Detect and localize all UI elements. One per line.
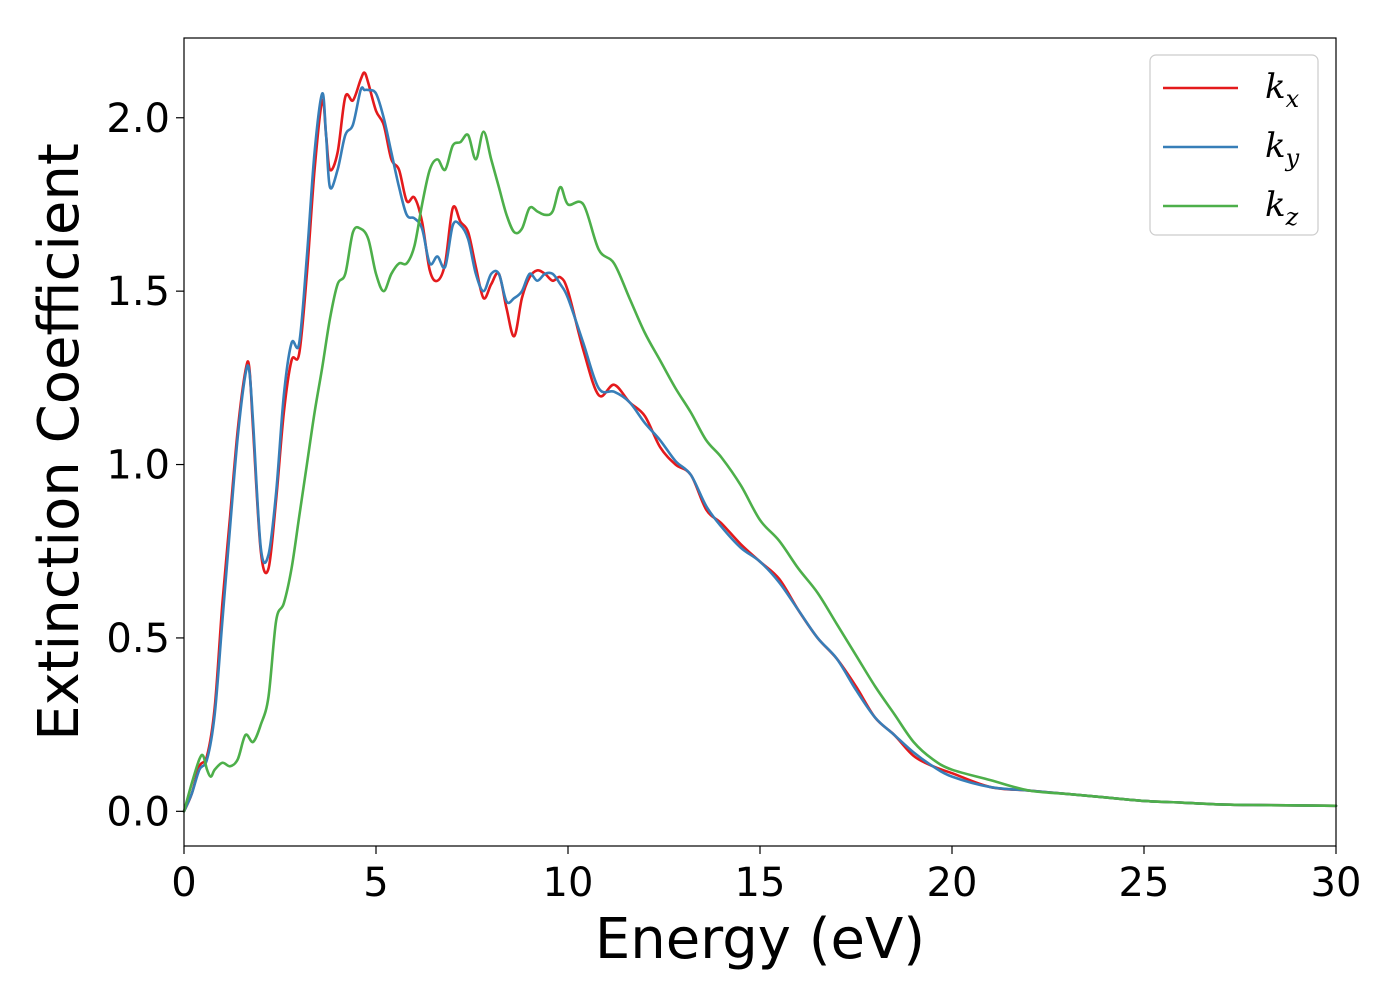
legend-label-ky: ky <box>1265 126 1300 172</box>
x-tick-label: 30 <box>1311 860 1362 906</box>
y-tick-label: 1.5 <box>106 269 170 315</box>
x-axis-ticks: 0 5 10 15 20 25 30 <box>171 846 1361 906</box>
series-layer <box>182 71 1338 813</box>
legend-subscript: z <box>1285 203 1299 231</box>
x-axis-label: Energy (eV) <box>595 907 925 972</box>
y-axis-label: Extinction Coefficient <box>27 143 92 741</box>
x-tick-label: 5 <box>363 860 388 906</box>
x-tick-label: 20 <box>927 860 978 906</box>
y-tick-label: 0.0 <box>106 789 170 835</box>
x-tick-label: 15 <box>735 860 786 906</box>
series-line-ky <box>182 86 1338 813</box>
x-tick-label: 25 <box>1119 860 1170 906</box>
y-tick-label: 1.0 <box>106 443 170 489</box>
legend-subscript: x <box>1286 85 1300 113</box>
legend-box <box>1149 54 1319 236</box>
y-axis-ticks: 0.0 0.5 1.0 1.5 2.0 <box>106 96 184 835</box>
y-tick-label: 0.5 <box>106 616 170 662</box>
x-tick-label: 10 <box>543 860 594 906</box>
series-line-kz <box>182 130 1338 813</box>
x-tick-label: 0 <box>171 860 196 906</box>
y-tick-label: 2.0 <box>106 96 170 142</box>
legend-label-kx: kx <box>1265 67 1300 113</box>
legend-subscript: y <box>1285 144 1300 172</box>
